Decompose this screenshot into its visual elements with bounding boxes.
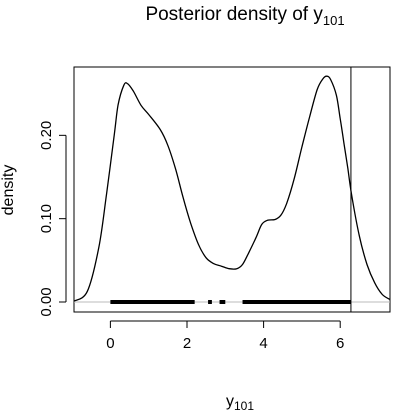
y-tick-label-0: 0.00 [38,287,55,316]
y-tick-label-2: 0.20 [38,121,55,150]
x-axis-label-sub: 101 [234,399,254,413]
density-series [73,67,391,312]
y-axis-label: density [0,165,17,216]
x-axis-label-main: y [226,393,234,410]
chart-title-main: Posterior density of y [145,4,323,25]
x-axis-label: y101 [226,393,254,413]
y-tick-label-1: 0.10 [38,204,55,233]
x-axis: 0 2 4 6 [106,320,344,352]
plot-frame [73,66,391,313]
x-tick-label-1: 2 [183,335,191,352]
chart-title: Posterior density of y101 [145,4,344,28]
x-tick-label-0: 0 [106,335,114,352]
y-axis: 0.00 0.10 0.20 [38,121,67,317]
chart-title-sub: 101 [323,13,345,28]
x-tick-label-3: 6 [336,335,344,352]
density-curve-0 [73,75,391,302]
x-tick-label-2: 4 [259,335,267,352]
